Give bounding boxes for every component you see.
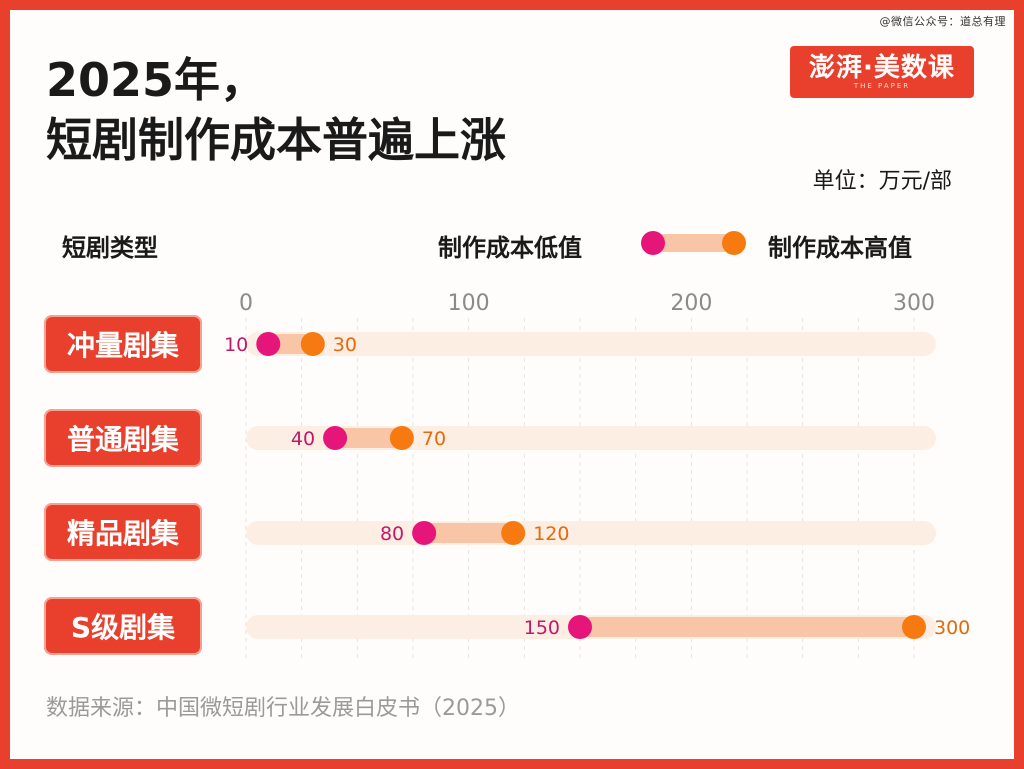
low-value-label: 10 bbox=[224, 334, 248, 356]
low-value-dot bbox=[568, 615, 592, 639]
range-bar bbox=[580, 617, 914, 637]
row-track bbox=[246, 426, 936, 450]
range-bar bbox=[335, 428, 402, 448]
low-value-label: 40 bbox=[291, 428, 315, 450]
high-value-label: 300 bbox=[934, 617, 970, 639]
low-value-dot bbox=[323, 426, 348, 450]
legend-high-label: 制作成本高值 bbox=[768, 234, 912, 262]
category-pill-2: 普通剧集 bbox=[44, 409, 202, 467]
legend-range-bar bbox=[652, 234, 734, 252]
x-tick-label: 300 bbox=[893, 291, 935, 316]
row-track bbox=[246, 521, 936, 545]
high-value-dot bbox=[389, 426, 414, 450]
high-value-label: 70 bbox=[422, 428, 446, 450]
high-value-dot bbox=[501, 521, 526, 545]
high-value-dot bbox=[300, 332, 325, 356]
x-tick-label: 200 bbox=[670, 291, 712, 316]
category-pill-3: 精品剧集 bbox=[44, 503, 202, 561]
legend-high-dot bbox=[722, 231, 746, 255]
data-source: 数据来源：中国微短剧行业发展白皮书（2025） bbox=[46, 696, 520, 721]
dumbbell-marks: 10 30 40 70 80 120 150 300 bbox=[224, 332, 970, 639]
low-value-label: 80 bbox=[380, 523, 404, 545]
category-pill-4: S级剧集 bbox=[44, 597, 202, 655]
x-tick-label: 0 bbox=[239, 291, 253, 316]
watermark: @微信公众号：道总有理 bbox=[879, 15, 1006, 28]
x-axis-ticks: 0 100 200 300 bbox=[239, 291, 935, 316]
legend-low-dot bbox=[641, 231, 665, 255]
category-pill-1: 冲量剧集 bbox=[44, 315, 202, 373]
logo-sub-text: THE PAPER bbox=[853, 81, 911, 90]
range-bar bbox=[268, 334, 313, 354]
category-header: 短剧类型 bbox=[62, 234, 158, 262]
high-value-label: 120 bbox=[533, 523, 569, 545]
unit-label: 单位：万元/部 bbox=[812, 169, 952, 194]
high-value-label: 30 bbox=[333, 334, 357, 356]
low-value-dot bbox=[412, 521, 437, 545]
title-line-2: 短剧制作成本普遍上涨 bbox=[46, 113, 506, 167]
title-line-1: 2025年， bbox=[46, 53, 267, 107]
x-tick-label: 100 bbox=[448, 291, 490, 316]
logo-main-text: 澎湃·美数课 bbox=[809, 52, 955, 83]
thepaper-logo: 澎湃·美数课 THE PAPER bbox=[790, 46, 974, 98]
row-tracks bbox=[246, 332, 936, 639]
legend-low-label: 制作成本低值 bbox=[438, 234, 582, 262]
low-value-label: 150 bbox=[524, 617, 560, 639]
grid-lines bbox=[245, 318, 915, 660]
chart-title: 2025年， 短剧制作成本普遍上涨 bbox=[46, 50, 506, 170]
range-bar bbox=[424, 523, 514, 543]
row-track bbox=[246, 332, 936, 356]
low-value-dot bbox=[256, 332, 281, 356]
high-value-dot bbox=[902, 615, 926, 639]
